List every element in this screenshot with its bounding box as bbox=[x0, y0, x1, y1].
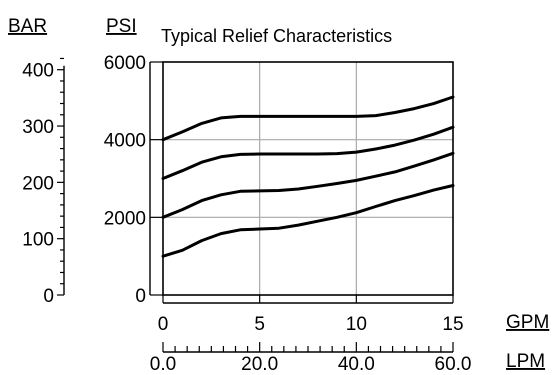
gpm-tick-label: 0 bbox=[158, 314, 169, 335]
lpm-tick-label: 60.0 bbox=[435, 354, 472, 375]
lpm-tick-label: 0.0 bbox=[150, 354, 176, 375]
curves bbox=[161, 95, 455, 258]
gpm-tick-label: 5 bbox=[254, 314, 265, 335]
gpm-tick-label: 10 bbox=[346, 314, 367, 335]
lpm-unit-label: LPM bbox=[506, 351, 545, 372]
psi-tick-label: 0 bbox=[135, 286, 146, 307]
bar-tick-label: 100 bbox=[22, 230, 54, 251]
relief-curve-1 bbox=[161, 184, 455, 258]
psi-unit-label: PSI bbox=[106, 16, 137, 37]
plot-frame bbox=[162, 61, 454, 296]
relief-curve-4 bbox=[161, 95, 455, 142]
lpm-tick-label: 20.0 bbox=[241, 354, 278, 375]
axes bbox=[57, 57, 454, 353]
psi-tick-label: 6000 bbox=[104, 53, 146, 74]
bar-tick-label: 400 bbox=[22, 61, 54, 82]
relief-curve-3 bbox=[161, 125, 455, 180]
chart-title: Typical Relief Characteristics bbox=[161, 26, 392, 46]
bar-tick-label: 0 bbox=[43, 286, 54, 307]
gpm-tick-label: 15 bbox=[442, 314, 463, 335]
bar-tick-label: 300 bbox=[22, 117, 54, 138]
gridlines bbox=[163, 62, 453, 295]
gpm-unit-label: GPM bbox=[506, 312, 549, 333]
bar-tick-label: 200 bbox=[22, 173, 54, 194]
psi-tick-label: 2000 bbox=[104, 208, 146, 229]
relief-curve-2 bbox=[161, 151, 455, 219]
psi-tick-label: 4000 bbox=[104, 131, 146, 152]
lpm-tick-label: 40.0 bbox=[338, 354, 375, 375]
bar-unit-label: BAR bbox=[8, 16, 47, 37]
